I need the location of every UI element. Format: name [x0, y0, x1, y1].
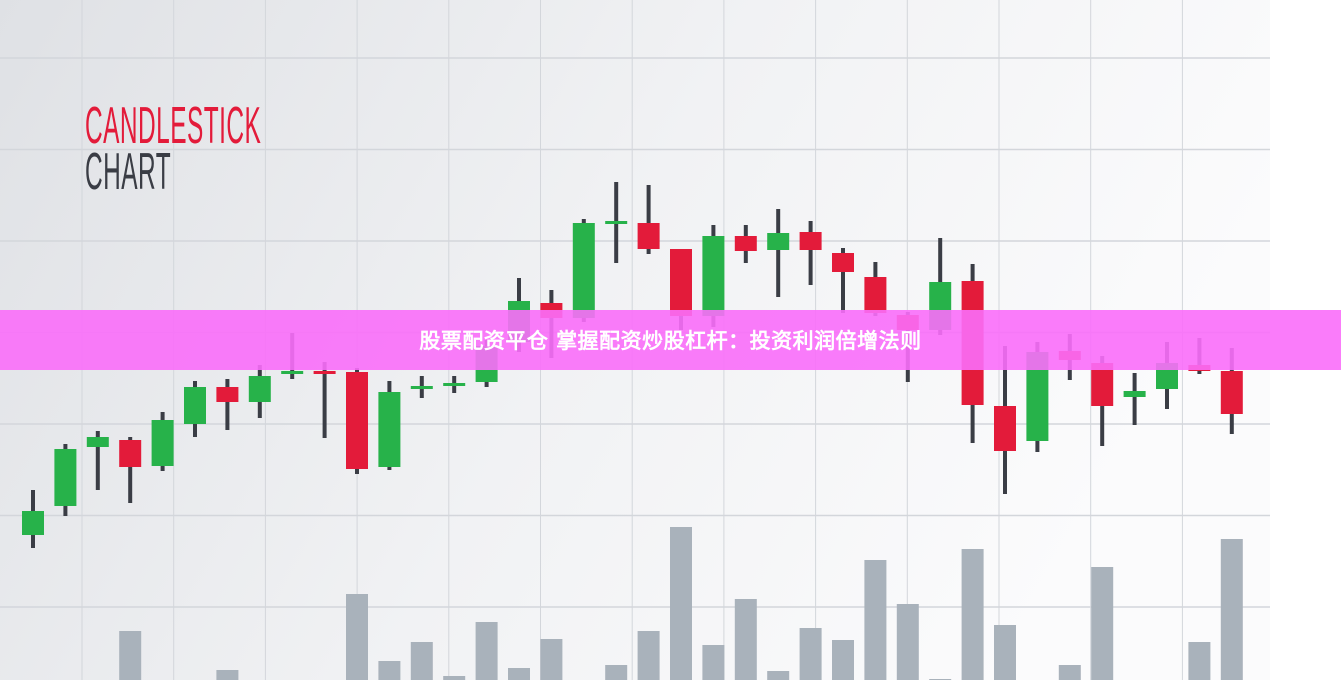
volume-bar — [216, 670, 239, 680]
candle-body-down — [864, 277, 887, 313]
candle — [22, 490, 44, 548]
candle — [767, 209, 790, 297]
candle-wick — [128, 437, 133, 503]
candle-wick — [841, 248, 845, 313]
candle-body-up — [151, 420, 174, 466]
volume-bar — [1091, 567, 1114, 680]
volume-bar — [410, 642, 433, 680]
candle-body-up — [54, 449, 77, 506]
volume-bar — [540, 639, 563, 680]
candle-body-up — [572, 223, 595, 318]
candle — [670, 249, 692, 330]
candle — [151, 412, 174, 471]
volume-bar — [508, 668, 530, 680]
candle — [605, 182, 628, 263]
candle-body-up — [281, 371, 304, 374]
candle-wick — [225, 379, 230, 430]
candle-wick — [808, 221, 813, 285]
candle — [248, 365, 271, 418]
candle-body-down — [734, 236, 757, 251]
volume-bar — [864, 560, 887, 680]
volume-bar — [346, 594, 368, 680]
candle — [346, 368, 368, 474]
headline-banner: 股票配资平仓 掌握配资炒股杠杆：投资利润倍增法则 — [0, 310, 1341, 370]
chart-title-line2: CHART — [85, 143, 172, 201]
volume-bar — [475, 622, 498, 680]
candle — [572, 219, 595, 322]
candle-body-up — [184, 387, 206, 424]
volume-bar — [670, 527, 692, 680]
candle — [734, 225, 757, 263]
volume-bar — [832, 640, 854, 680]
candle — [864, 262, 887, 316]
candle — [1123, 373, 1146, 425]
candle — [994, 346, 1016, 494]
candle-body-down — [1091, 363, 1114, 406]
candle — [410, 376, 433, 398]
candle-body-up — [1123, 391, 1146, 397]
volume-bar — [605, 665, 628, 680]
volume-bar — [443, 676, 466, 680]
candle-body-down — [670, 249, 692, 316]
candle-body-up — [410, 386, 433, 389]
candle-body-up — [605, 221, 628, 224]
candle-body-down — [832, 253, 854, 272]
volume-bar — [378, 661, 401, 680]
candle-wick — [322, 362, 327, 438]
candle — [702, 225, 725, 327]
candle-body-down — [313, 371, 336, 374]
headline-text: 股票配资平仓 掌握配资炒股杠杆：投资利润倍增法则 — [419, 329, 922, 353]
candle — [119, 437, 142, 503]
candle-body-up — [378, 392, 401, 467]
volume-bar — [1188, 642, 1211, 680]
candle-body-up — [22, 511, 44, 535]
volume-bar — [767, 671, 790, 680]
candle-body-down — [119, 440, 142, 467]
volume-bar — [799, 628, 822, 680]
candle-wick — [1132, 373, 1137, 425]
volume-bar — [1058, 665, 1081, 680]
candle — [637, 185, 660, 254]
candle — [86, 431, 109, 490]
candle — [1220, 348, 1243, 434]
candle-body-down — [994, 406, 1016, 451]
volume-bar — [994, 625, 1016, 680]
candle — [184, 381, 206, 437]
candle — [313, 362, 336, 438]
candle — [443, 376, 466, 393]
volume-bar — [961, 549, 984, 680]
volume-bar — [119, 631, 142, 680]
volume-bar — [1220, 539, 1243, 680]
candle-body-down — [1220, 371, 1243, 414]
candle-body-up — [767, 233, 790, 250]
candle-wick — [646, 185, 651, 254]
candle-body-up — [86, 437, 109, 447]
volume-bar — [637, 631, 660, 680]
candle-body-down — [637, 223, 660, 249]
candle-body-down — [799, 232, 822, 250]
volume-bar — [896, 604, 919, 680]
volume-bar — [702, 645, 725, 680]
candle-body-up — [1026, 352, 1049, 441]
candle — [378, 381, 401, 470]
candle-body-down — [346, 372, 368, 469]
candle-wick — [95, 431, 100, 490]
volume-bars — [119, 527, 1243, 680]
candle — [54, 444, 77, 516]
candle — [1091, 356, 1114, 446]
volume-bar — [734, 599, 757, 680]
candle-body-up — [248, 376, 271, 402]
candle-wick — [776, 209, 781, 297]
candle-body-up — [702, 236, 725, 316]
candle — [832, 248, 854, 313]
candle — [799, 221, 822, 285]
chart-title-line1: CANDLESTICK — [85, 97, 262, 155]
candle-body-down — [216, 387, 239, 402]
candle — [1026, 342, 1049, 452]
candle — [216, 379, 239, 430]
candle-body-up — [443, 383, 466, 386]
